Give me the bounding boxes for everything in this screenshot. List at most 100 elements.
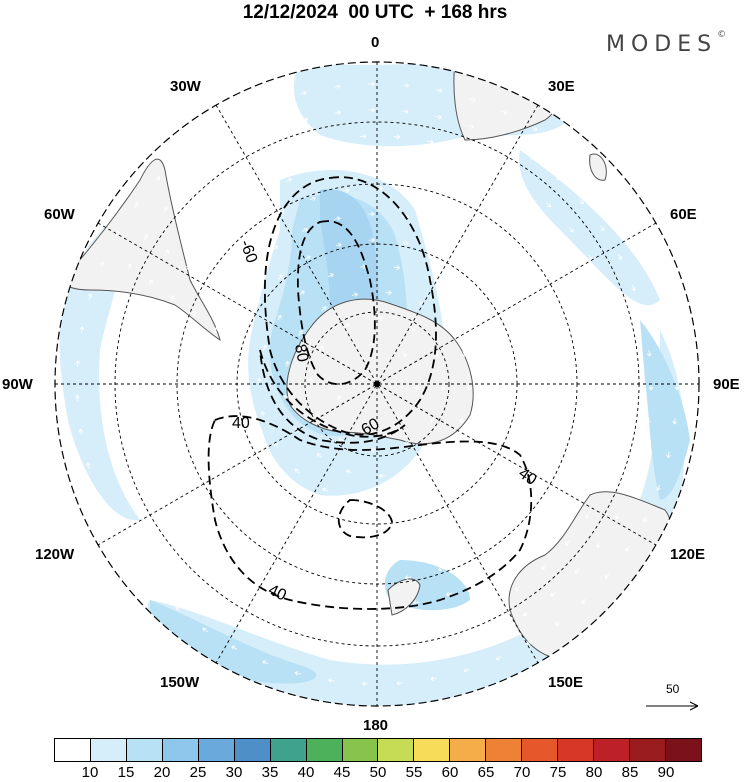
wind-vector-arrow — [497, 533, 504, 539]
wind-vector-arrow — [114, 294, 120, 302]
wind-vector-arrow — [203, 476, 208, 483]
wind-vector-arrow — [256, 299, 261, 306]
wind-vector-arrow — [436, 88, 443, 93]
wind-vector-arrow — [444, 321, 450, 327]
wind-vector-arrow — [656, 484, 661, 491]
wind-vector-arrow — [303, 564, 311, 570]
wind-vector-arrow — [136, 310, 142, 318]
wind-vector-arrow — [529, 450, 535, 457]
colorbar-tick-label: 10 — [81, 764, 99, 781]
wind-vector-arrow — [247, 268, 253, 274]
wind-vector-arrow — [301, 227, 308, 233]
wind-vector-arrow — [304, 255, 311, 260]
wind-vector-arrow — [550, 591, 556, 597]
south-america — [61, 158, 221, 342]
wind-vector-arrow — [555, 175, 561, 181]
wind-vector-arrow — [639, 450, 645, 458]
brand-logo: MODES© — [606, 30, 726, 57]
map-disc — [55, 62, 699, 706]
wind-vector-arrow — [526, 640, 533, 645]
colorbar-tick-label: 55 — [405, 764, 423, 781]
colorbar-swatch — [306, 739, 343, 761]
wind-vector-arrow — [554, 511, 559, 518]
lon-label-120e: 120E — [670, 546, 706, 563]
wind-vector-arrow — [159, 327, 164, 334]
colorbar-ticks: 10 15 20 25 30 35 40 45 50 55 60 65 70 75 80 85 90 — [54, 764, 702, 782]
wind-vector-arrow — [328, 678, 335, 683]
colorbar-swatch — [414, 739, 451, 761]
wind-vector-arrow — [85, 462, 91, 469]
wind-vector-arrow — [295, 644, 303, 649]
wind-vector-arrow — [544, 384, 550, 391]
wind-vector-arrow — [326, 138, 333, 143]
wind-vector-arrow — [396, 550, 403, 555]
wind-vector-arrow — [262, 160, 269, 165]
wind-vector-arrow — [604, 573, 610, 579]
wind-vector-arrow — [180, 535, 185, 541]
wind-vector-arrow — [658, 283, 663, 290]
wind-vector-arrow — [280, 583, 287, 588]
wind-vector-arrow — [101, 360, 107, 368]
wind-vector-arrow — [409, 326, 416, 331]
wind-vector-arrow — [673, 349, 678, 357]
wind-vector-arrow — [351, 292, 358, 297]
antarctica — [286, 298, 474, 445]
wind-vector-arrow — [185, 182, 192, 188]
contour-label: 40 — [232, 415, 250, 432]
wind-vector-arrow — [234, 617, 241, 622]
wind-vector-arrow — [401, 352, 408, 357]
wind-vector-arrow — [104, 428, 110, 435]
wind-vector-arrow — [74, 394, 80, 402]
lon-label-150e: 150E — [548, 674, 584, 691]
wind-vector-arrow — [243, 489, 249, 495]
wind-vector-arrow — [546, 285, 551, 292]
wind-vector-arrow — [512, 480, 517, 487]
wind-vector-arrow — [428, 515, 435, 520]
wind-vector-arrow — [312, 594, 319, 600]
new-zealand — [387, 578, 421, 616]
wind-vector-arrow — [287, 614, 295, 619]
wind-vector-arrow — [379, 603, 386, 609]
wind-vector-arrow — [474, 213, 481, 218]
wind-vector-arrow — [140, 522, 145, 529]
wind-vector-arrow — [286, 177, 293, 183]
wind-vector-arrow — [536, 229, 542, 235]
colorbar-tick-label: 75 — [549, 764, 567, 781]
wind-vector-arrow — [298, 330, 303, 336]
wind-vector-arrow — [449, 472, 455, 478]
wind-vector-arrow — [440, 384, 446, 391]
wind-vector-arrow — [233, 177, 240, 182]
wind-vector-arrow — [148, 279, 154, 286]
wind-vector-arrow — [430, 542, 437, 547]
wind-vector-arrow — [206, 598, 213, 604]
wind-vector-arrow — [236, 115, 243, 120]
wind-vector-arrow — [438, 567, 445, 572]
wind-vector-arrow — [336, 574, 344, 579]
wind-vector-arrow — [401, 240, 409, 246]
wind-vector-arrow — [511, 207, 517, 212]
colorbar-tick-label: 35 — [261, 764, 279, 781]
lon-label-90e: 90E — [713, 376, 740, 393]
wind-vector-arrow — [532, 537, 538, 543]
wind-vector-arrow — [268, 101, 275, 106]
wind-vector-arrow — [262, 660, 269, 665]
wind-vector-arrow — [239, 143, 246, 148]
wind-vector-arrow — [396, 680, 403, 686]
wind-vector-arrow — [337, 395, 342, 402]
colorbar-swatch — [234, 739, 271, 761]
wind-vector-arrow — [112, 460, 118, 468]
wind-vector-arrow — [360, 134, 367, 139]
wind-vector-arrow — [396, 654, 403, 660]
wind-vector-arrow — [461, 350, 467, 357]
wind-vector-arrow — [581, 598, 587, 604]
lon-label-180: 180 — [363, 717, 389, 734]
wind-vector-arrow — [522, 612, 529, 617]
wind-vector-arrow — [413, 600, 420, 605]
wind-vector-arrow — [666, 451, 671, 459]
wind-vector-arrow — [631, 284, 636, 291]
wind-vector-arrow — [559, 146, 566, 151]
isotachs — [207, 176, 533, 610]
wind-vector-arrow — [296, 533, 303, 538]
wind-vector-arrow — [245, 529, 252, 535]
wind-vector-arrow — [112, 525, 117, 532]
